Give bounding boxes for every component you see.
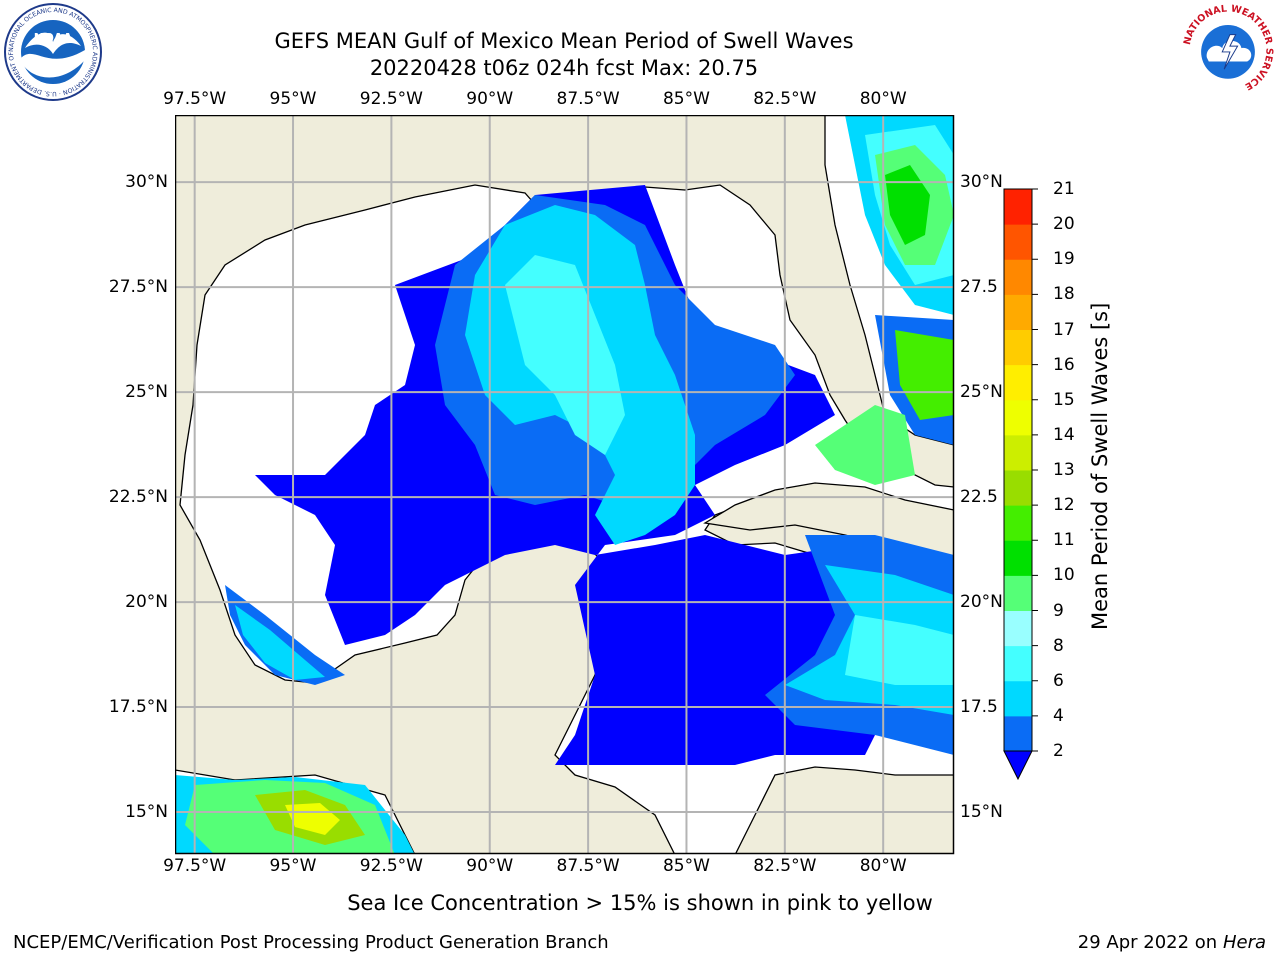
colorbar-segment (1004, 434, 1032, 471)
colorbar-tick-label: 13 (1053, 460, 1075, 480)
swell-contour-19 (285, 803, 340, 835)
lon-label-top: 85°W (662, 89, 710, 109)
colorbar-segment (1004, 329, 1032, 366)
colorbar-segment (1004, 715, 1032, 752)
colorbar-segment (1004, 364, 1032, 401)
colorbar-segment (1004, 294, 1032, 330)
lat-label-right: 22.5 (960, 487, 998, 508)
lat-label-left: 25°N (125, 382, 168, 403)
colorbar-tick-label: 6 (1053, 670, 1064, 691)
colorbar-tick-label: 14 (1053, 424, 1075, 445)
swell-contour-14 (895, 330, 954, 420)
colorbar-tick-label: 2 (1053, 741, 1064, 761)
swell-contour-12 (885, 165, 930, 245)
lat-label-left: 15°N (125, 802, 168, 822)
lon-label-bottom: 85°W (662, 856, 710, 876)
colorbar-under-arrow (1003, 750, 1033, 781)
footer-date-text: 29 Apr 2022 on (1077, 932, 1223, 953)
lon-label-bottom: 97.5°W (163, 856, 227, 876)
graticule (175, 115, 954, 854)
footer-credit: NCEP/EMC/Verification Post Processing Pr… (13, 932, 609, 953)
colorbar-tick-label: 19 (1053, 249, 1075, 270)
lat-label-left: 27.5°N (108, 277, 168, 298)
lon-label-top: 90°W (466, 89, 514, 109)
colorbar-tick-label: 11 (1053, 530, 1075, 551)
lon-label-bottom: 82.5°W (753, 856, 817, 876)
chart-title: GEFS MEAN Gulf of Mexico Mean Period of … (274, 29, 854, 53)
lon-label-bottom: 92.5°W (359, 856, 423, 876)
lon-label-bottom: 90°W (466, 856, 514, 876)
colorbar-segment (1004, 224, 1032, 260)
colorbar-tick-label: 17 (1053, 319, 1075, 340)
colorbar-tick-label: 18 (1053, 284, 1075, 305)
colorbar (1003, 188, 1038, 781)
colorbar-tick-label: 9 (1053, 600, 1064, 621)
gulf-of-mexico-map (175, 115, 955, 855)
swell-contour-5 (235, 605, 325, 680)
svg-text:NOAA: NOAA (34, 31, 73, 45)
lat-label-left: 30°N (125, 172, 168, 193)
map-frame (175, 115, 955, 855)
colorbar-tick-label: 10 (1053, 565, 1075, 586)
nws-logo: NATIONAL WEATHER SERVICE (1180, 2, 1276, 98)
colorbar-tick-label: 20 (1053, 214, 1075, 235)
lon-label-top: 80°W (859, 89, 907, 109)
lon-label-top: 97.5°W (163, 89, 227, 109)
lat-label-right: 27.5 (960, 277, 998, 298)
chart-subtitle: 20220428 t06z 024h fcst Max: 20.75 (369, 56, 759, 80)
lat-label-right: 25°N (960, 382, 1003, 403)
colorbar-label: Mean Period of Swell Waves [s] (1088, 302, 1112, 630)
lon-label-bottom: 80°W (859, 856, 907, 876)
lat-label-left: 17.5°N (108, 697, 168, 718)
colorbar-tick-label: 12 (1053, 495, 1075, 516)
colorbar-segment (1004, 470, 1032, 506)
swell-period-field (175, 115, 954, 854)
colorbar-tick-label: 4 (1053, 705, 1064, 726)
colorbar-segment (1004, 540, 1032, 576)
swell-contour-15 (815, 405, 915, 485)
colorbar-tick-label: 15 (1053, 389, 1075, 410)
lon-label-bottom: 87.5°W (556, 856, 620, 876)
lat-label-right: 20°N (960, 592, 1003, 613)
colorbar-tick-label: 16 (1053, 354, 1075, 375)
noaa-logo: NATIONAL OCEANIC AND ATMOSPHERIC ADMINIS… (0, 0, 103, 102)
lon-label-top: 95°W (269, 89, 317, 109)
colorbar-segment (1004, 505, 1032, 541)
swell-contour-3 (505, 255, 625, 455)
footer-date: 29 Apr 2022 on Hera (1078, 932, 1266, 953)
colorbar-tick-label: 8 (1053, 635, 1064, 656)
swell-contour-4 (225, 585, 345, 685)
lat-label-right: 17.5 (960, 697, 998, 718)
lat-label-left: 22.5°N (108, 487, 168, 508)
footer-host: Hera (1222, 932, 1266, 953)
colorbar-segment (1004, 680, 1032, 717)
swell-contour-8 (845, 615, 954, 685)
colorbar-segment (1004, 610, 1032, 647)
lat-label-right: 30°N (960, 172, 1003, 193)
lon-label-top: 87.5°W (556, 89, 620, 109)
colorbar-tick-label: 21 (1053, 179, 1075, 199)
colorbar-segment (1004, 575, 1032, 611)
lon-label-top: 82.5°W (753, 89, 817, 109)
lon-label-bottom: 95°W (269, 856, 317, 876)
lat-label-left: 20°N (125, 592, 168, 613)
lon-label-top: 92.5°W (359, 89, 423, 109)
colorbar-segment (1004, 189, 1032, 225)
lat-label-right: 15°N (960, 802, 1003, 822)
colorbar-segment (1004, 259, 1032, 295)
colorbar-segment (1004, 399, 1032, 436)
sea-ice-note: Sea Ice Concentration > 15% is shown in … (347, 891, 933, 915)
colorbar-segment (1004, 645, 1032, 682)
